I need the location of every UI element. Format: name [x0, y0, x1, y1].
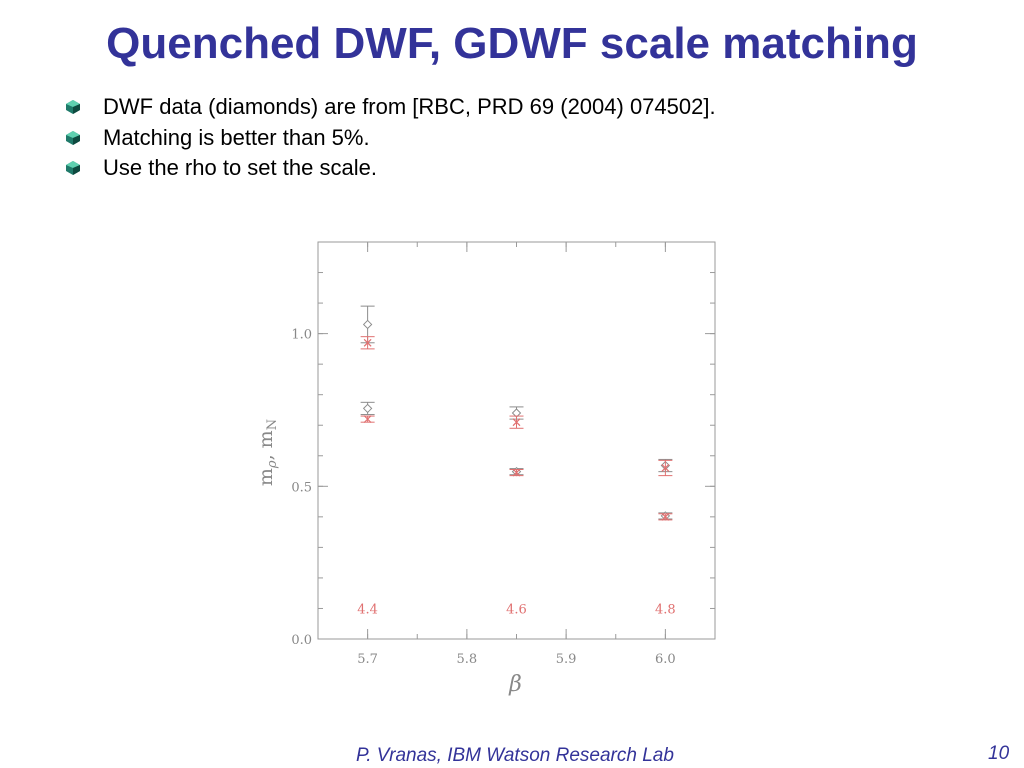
diamond-point: [362, 403, 373, 414]
green-gem-bullet-icon: [66, 100, 80, 114]
y-axis-label: mρ, mN: [255, 419, 280, 486]
y-tick-label: 1.0: [291, 328, 312, 343]
bullet-text: DWF data (diamonds) are from [RBC, PRD 6…: [103, 94, 716, 119]
plot-frame: [317, 241, 716, 640]
y-tick-label: 0.0: [291, 633, 312, 648]
diamond-point: [362, 319, 373, 330]
cross-point: [363, 338, 372, 347]
green-gem-bullet-icon: [66, 161, 80, 175]
green-gem-bullet-icon: [66, 130, 80, 145]
bullet-text: Use the rho to set the scale.: [103, 155, 377, 180]
bullet-item: Use the rho to set the scale.: [64, 153, 716, 184]
annotation-label: 4.6: [506, 602, 527, 617]
cross-point: [661, 464, 670, 472]
slide-title: Quenched DWF, GDWF scale matching: [106, 19, 918, 68]
x-tick-label: 5.9: [556, 652, 577, 667]
bullet-item: Matching is better than 5%.: [64, 123, 716, 154]
cross-point: [363, 415, 372, 424]
bullet-item: DWF data (diamonds) are from [RBC, PRD 6…: [64, 92, 716, 123]
cross-point: [512, 418, 521, 427]
annotation-label: 4.8: [655, 602, 676, 617]
cross-point: [661, 512, 670, 521]
bullet-list: DWF data (diamonds) are from [RBC, PRD 6…: [64, 92, 716, 184]
footer-credit: P. Vranas, IBM Watson Research Lab: [356, 745, 674, 766]
page-number: 10: [988, 743, 1010, 764]
cross-point: [512, 468, 521, 477]
bullet-text: Matching is better than 5%.: [103, 124, 370, 150]
x-tick-label: 6.0: [655, 652, 676, 667]
annotation-label: 4.4: [357, 602, 378, 617]
x-tick-label: 5.7: [357, 652, 378, 667]
mass-vs-beta-chart: 5.7 5.8 5.9 6.0 0.0 0.5 1.0 β mρ, mN 4.4 4.6 4.8: [255, 241, 716, 697]
x-tick-label: 5.8: [457, 652, 478, 667]
y-tick-label: 0.5: [291, 480, 312, 495]
x-axis-label: β: [508, 672, 522, 697]
